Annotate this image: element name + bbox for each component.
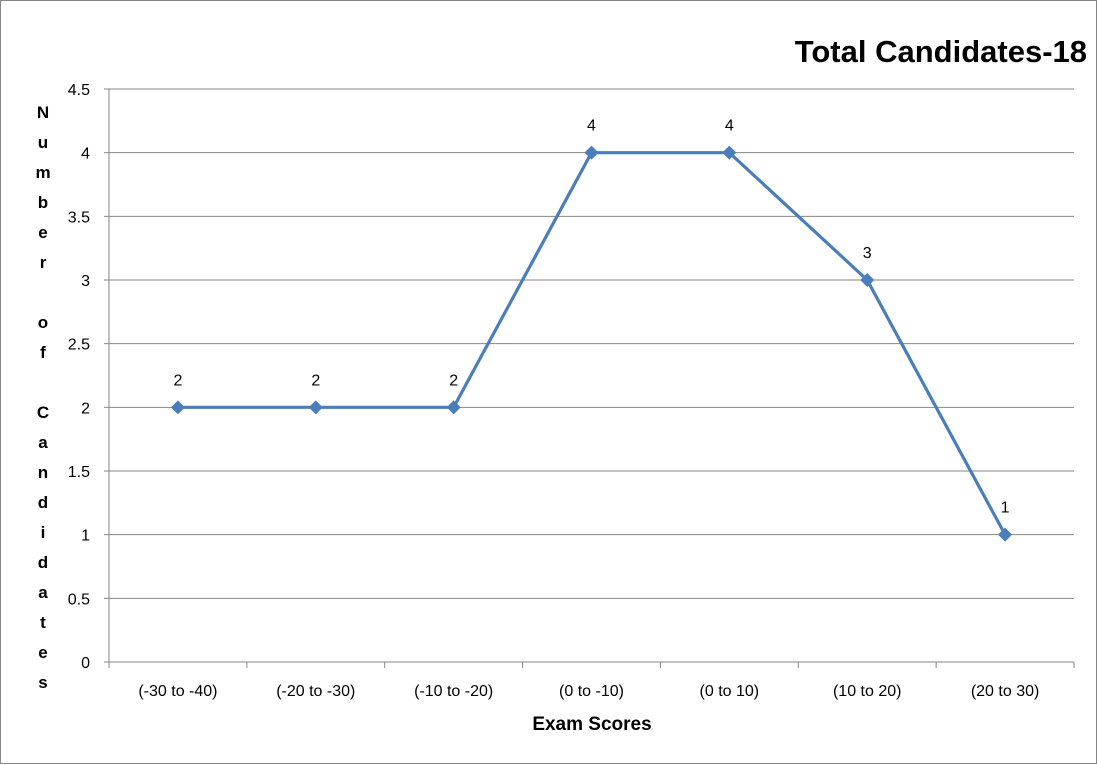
data-label: 2 (173, 372, 182, 389)
data-point-marker (308, 400, 323, 415)
y-tick-label: 3 (81, 273, 90, 290)
y-tick-labels: 0 0.5 1 1.5 2 2.5 3 3.5 4 4.5 (68, 82, 90, 672)
data-point-marker (722, 145, 737, 160)
x-tick-labels: (-30 to -40) (-20 to -30) (-10 to -20) (0 t… (138, 683, 1039, 700)
x-tick-label: (-20 to -30) (276, 683, 355, 700)
x-axis-label: Exam Scores (532, 714, 651, 735)
axes (104, 88, 1075, 668)
data-label: 2 (311, 372, 320, 389)
y-axis-label-letter: s (38, 673, 47, 692)
data-point-marker (170, 400, 185, 415)
y-tick-label: 1.5 (68, 464, 90, 481)
y-tick-label: 4.5 (68, 82, 90, 99)
y-axis-label-letter: m (35, 163, 50, 182)
y-tick-label: 3.5 (68, 209, 90, 226)
data-point-marker (860, 273, 875, 287)
data-label: 4 (725, 118, 734, 135)
chart-title: Total Candidates-18 (795, 34, 1087, 69)
data-labels: 2 2 2 4 4 3 1 (173, 118, 1009, 517)
y-axis-label-letter: t (40, 613, 46, 632)
y-axis-label-letter: e (38, 223, 47, 242)
x-tick-label: (0 to -10) (559, 683, 624, 700)
y-axis-label-letter: u (38, 133, 48, 152)
y-axis-label-letter: a (38, 583, 48, 602)
data-label: 4 (587, 118, 596, 135)
data-point-marker (584, 145, 599, 160)
x-tick-label: (0 to 10) (700, 683, 760, 700)
data-markers (170, 145, 1013, 542)
y-tick-label: 0.5 (68, 591, 90, 608)
x-tick-label: (20 to 30) (971, 683, 1039, 700)
y-axis-label-letter: a (38, 433, 48, 452)
y-axis-label-letter: o (38, 313, 48, 332)
data-label: 2 (449, 372, 458, 389)
x-tick-label: (-10 to -20) (414, 683, 493, 700)
y-axis-label-letter: n (38, 463, 48, 482)
gridlines (109, 88, 1074, 599)
y-tick-label: 4 (81, 146, 90, 163)
y-tick-label: 2 (81, 400, 90, 417)
y-axis-label-letter: N (37, 103, 49, 122)
y-tick-label: 1 (81, 528, 90, 545)
x-tick-label: (10 to 20) (833, 683, 901, 700)
y-axis-label-letter: f (40, 343, 46, 362)
data-label: 3 (863, 245, 872, 262)
y-axis-label-letter: d (38, 553, 48, 572)
data-point-marker (446, 400, 461, 415)
y-axis-label-letter: e (38, 643, 47, 662)
y-axis-label-letter: b (38, 193, 48, 212)
data-point-marker (998, 527, 1013, 542)
y-tick-label: 0 (81, 655, 90, 672)
y-axis-label-letter: C (37, 403, 49, 422)
y-tick-label: 2.5 (68, 337, 90, 354)
y-axis-label-letter: r (40, 253, 47, 272)
y-axis-label-letter: d (38, 493, 48, 512)
x-tick-label: (-30 to -40) (138, 683, 217, 700)
y-axis-label-letter: i (41, 523, 46, 542)
data-label: 1 (1001, 500, 1010, 517)
